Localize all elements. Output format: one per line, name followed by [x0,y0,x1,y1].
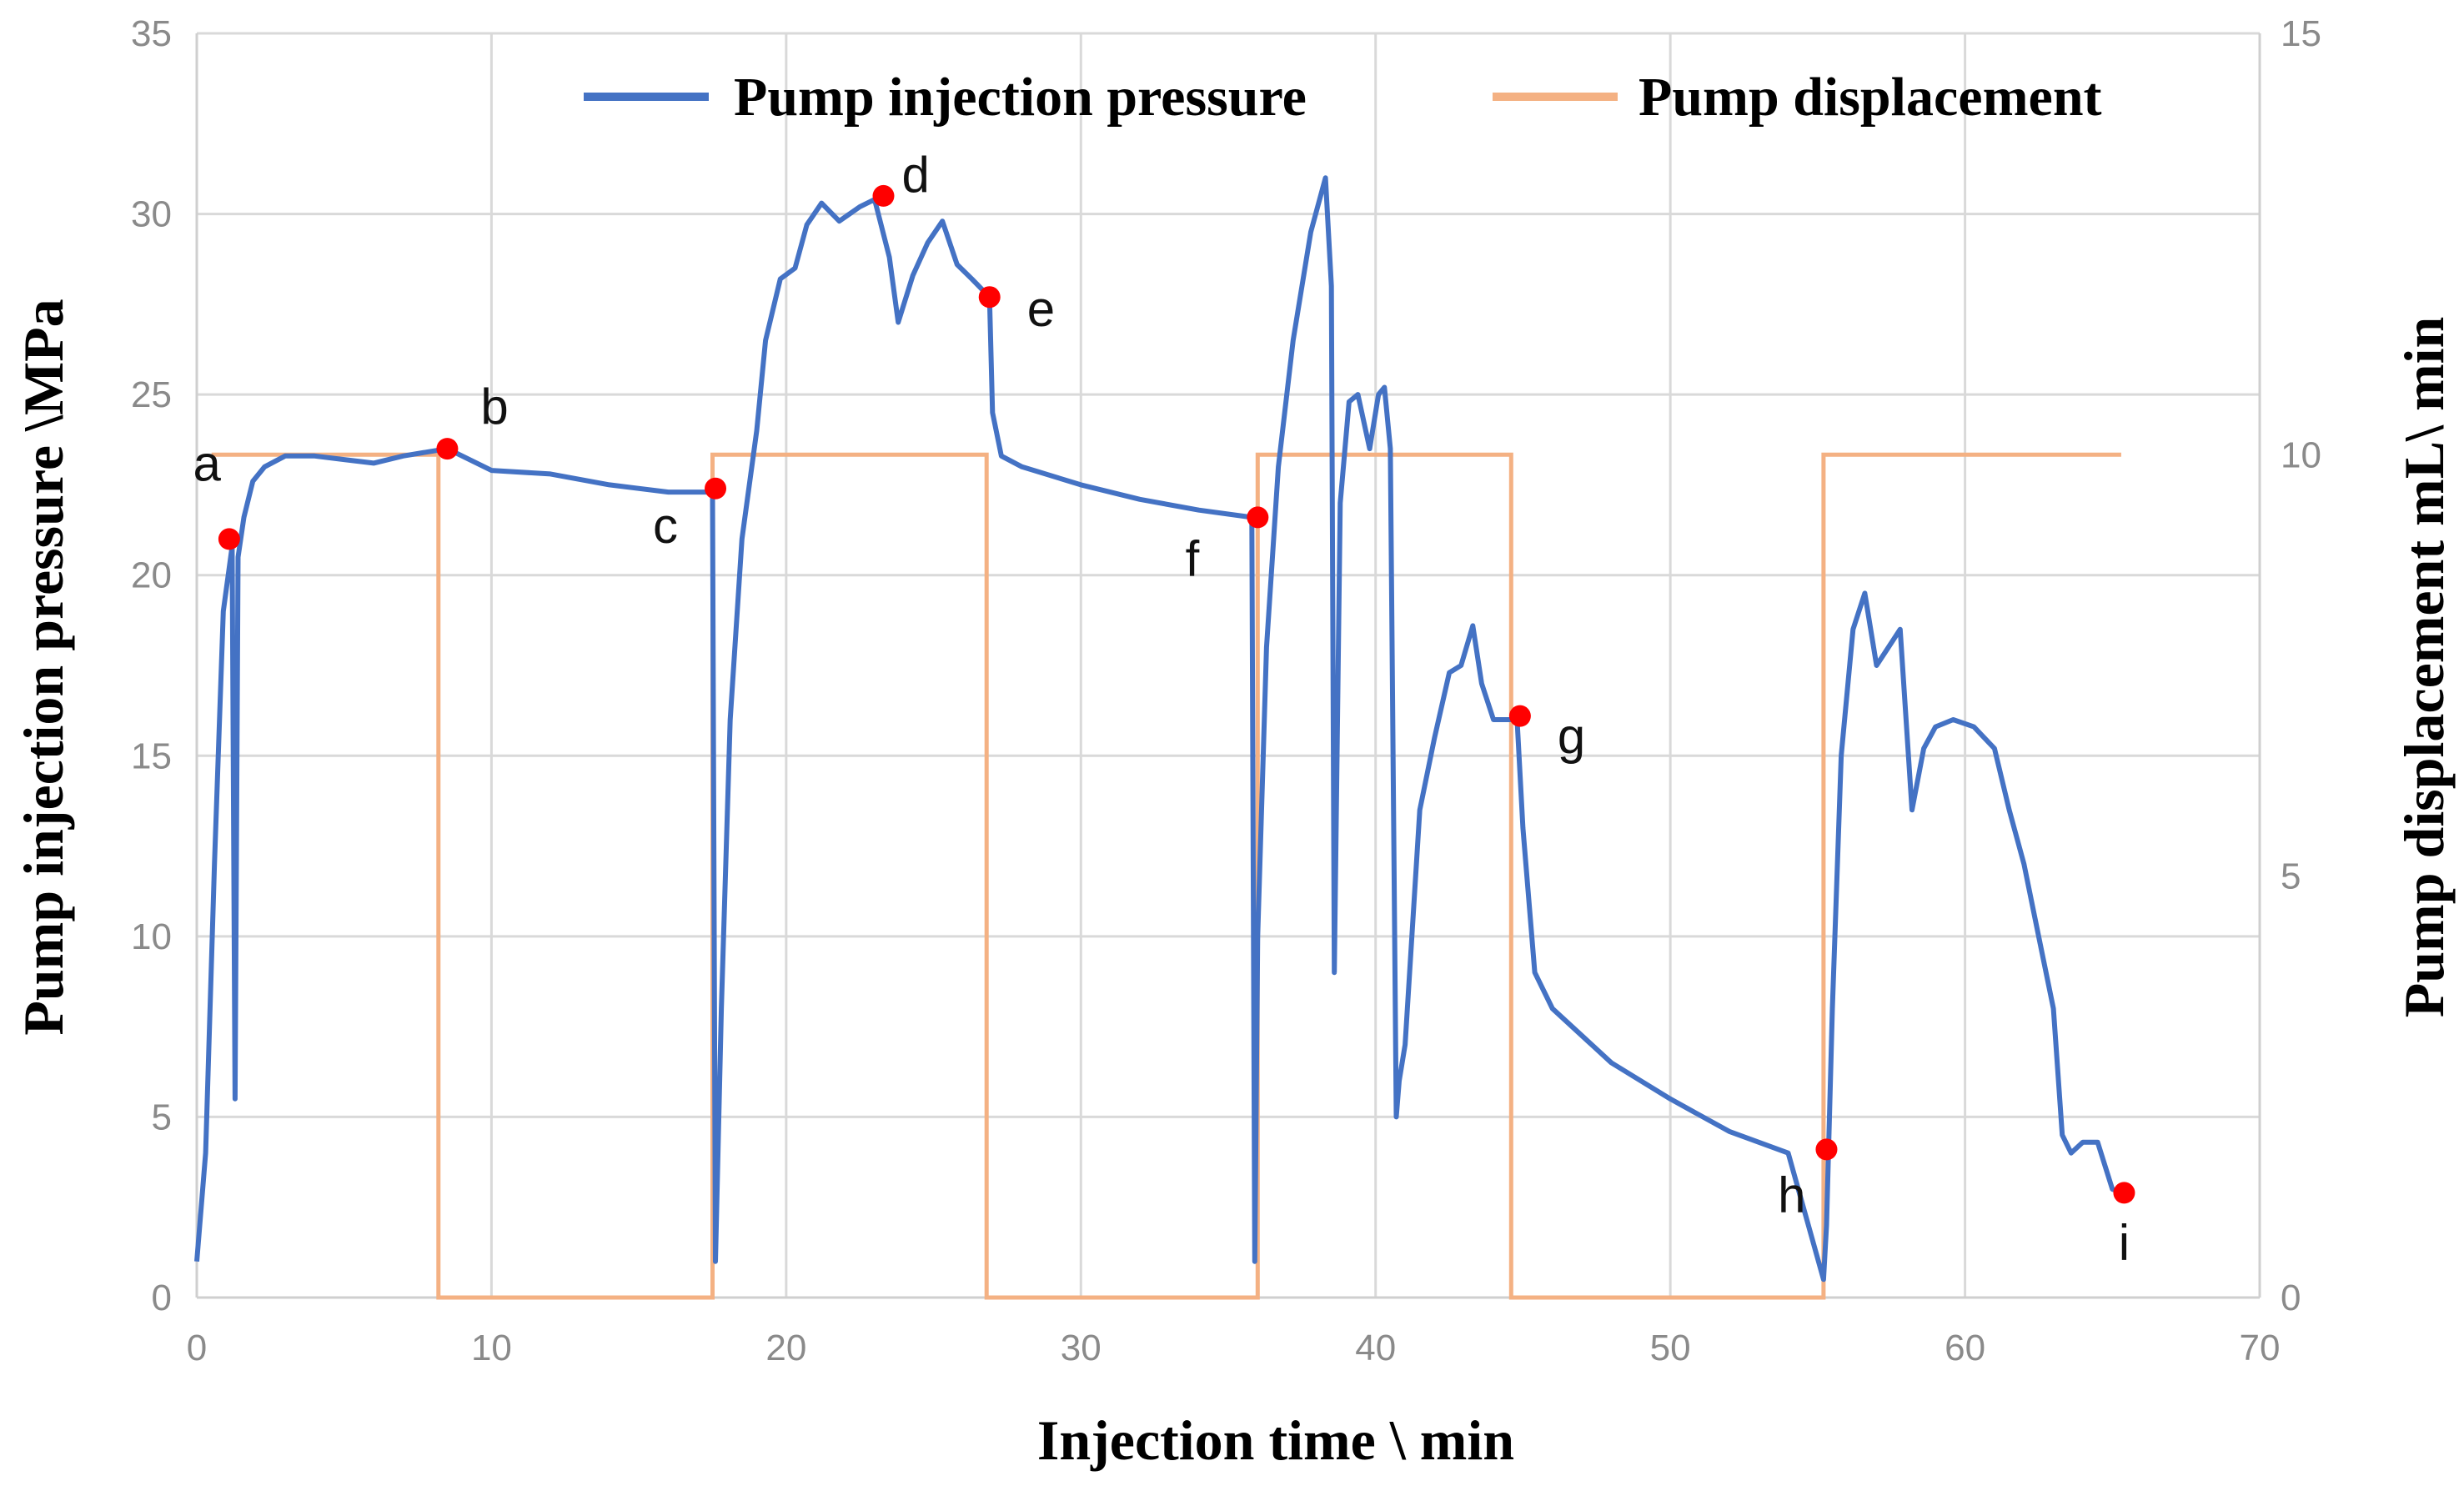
marked-point-a [218,528,240,550]
marked-point-e [978,286,1001,309]
x-tick-label: 0 [187,1328,207,1368]
y-axis-left-title: Pump injection pressure \MPa [12,299,75,1035]
x-axis-title: Injection time \ min [1037,1408,1514,1472]
marked-point-b [436,438,459,460]
axes [195,33,2261,1299]
marked-point-label-a: a [193,435,222,491]
legend: Pump injection pressure Pump displacemen… [584,67,2102,128]
x-tick-label: 40 [1355,1328,1396,1368]
x-tick-label: 60 [1945,1328,1985,1368]
x-tick-label: 50 [1650,1328,1691,1368]
marked-point-label-f: f [1186,530,1200,586]
x-tick-label: 10 [471,1328,512,1368]
marked-point-c [705,477,727,500]
y-right-tick-label: 15 [2281,13,2321,54]
y-left-tick-label: 30 [131,194,172,235]
marked-point-h [1815,1138,1838,1161]
y-left-tick-label: 25 [131,374,172,415]
x-tick-label: 70 [2240,1328,2281,1368]
marked-point-f [1247,506,1269,529]
y-axis-right-title: Pump displacement mL\ min [2392,317,2456,1018]
y-right-tick-label: 0 [2281,1278,2301,1318]
grid [197,32,2260,1298]
x-tick-label: 20 [765,1328,806,1368]
marked-point-label-d: d [901,147,929,203]
marked-point-d [872,184,895,207]
marked-point-label-c: c [653,498,678,554]
y-left-tick-label: 20 [131,555,172,596]
legend-label-pressure: Pump injection pressure [734,67,1307,128]
marked-point-g [1508,705,1531,727]
marked-point-label-b: b [480,379,508,434]
y-right-tick-label: 5 [2281,856,2301,897]
y-right-tick-label: 10 [2281,434,2321,475]
marked-point-label-h: h [1778,1167,1805,1222]
series [194,175,2125,1300]
y-left-tick-label: 5 [152,1097,172,1137]
marked-point-label-i: i [2119,1214,2130,1270]
y-left-tick-label: 10 [131,916,172,957]
x-tick-label: 30 [1061,1328,1102,1368]
y-left-tick-label: 0 [152,1278,172,1318]
marked-points: a b c d e f g h i [193,147,2135,1270]
y-left-tick-label: 15 [131,735,172,776]
marked-point-i [2113,1182,2135,1204]
marked-point-label-g: g [1558,709,1585,765]
y-left-tick-label: 35 [131,13,172,54]
marked-point-label-e: e [1027,281,1055,337]
series-line-pump-displacement [211,452,2121,1300]
legend-label-displacement: Pump displacement [1638,67,2102,128]
series-line-pump-injection-pressure [194,175,2125,1283]
